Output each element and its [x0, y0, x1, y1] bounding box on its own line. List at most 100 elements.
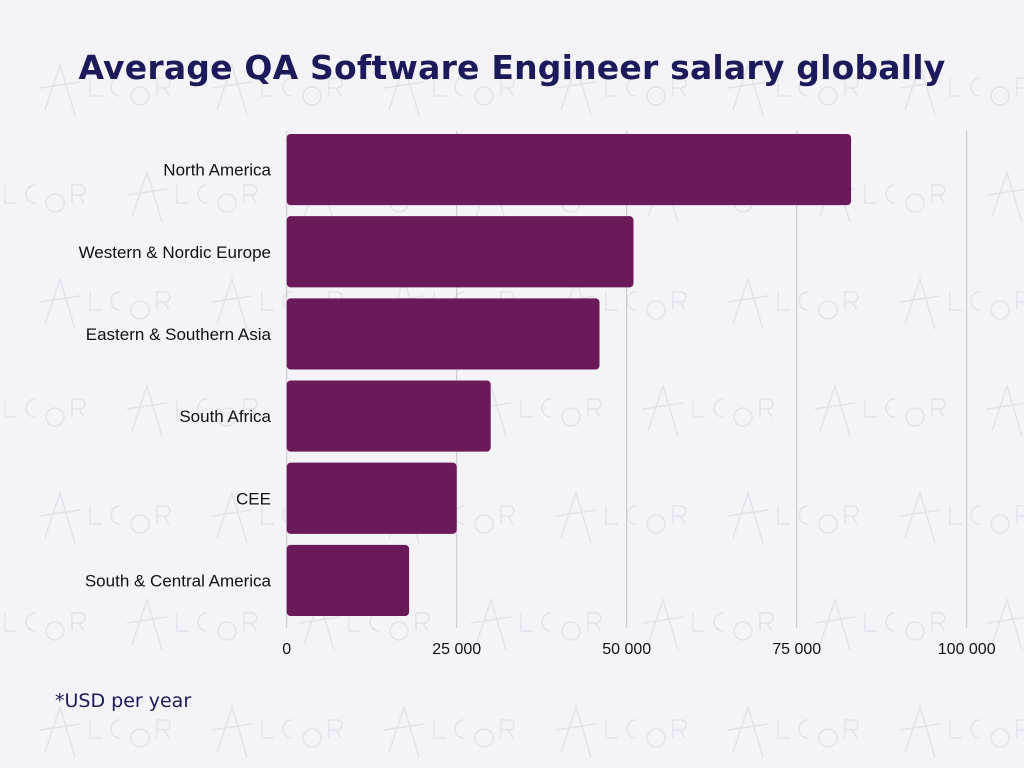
watermark-logo [383, 704, 515, 758]
chart-title: Average QA Software Engineer salary glob… [78, 48, 946, 87]
watermark-logo-letters [4, 398, 86, 427]
watermark-logo [899, 704, 1024, 758]
watermark-logo-mark [642, 383, 684, 437]
watermark-logo [39, 704, 171, 758]
watermark-logo-mark [986, 169, 1024, 223]
watermark-logo-letters [777, 505, 859, 534]
watermark-logo [383, 62, 515, 116]
watermark-logo-mark [555, 490, 597, 544]
watermark-logo [39, 276, 171, 330]
watermark-logo [727, 490, 859, 544]
watermark-logo [211, 62, 343, 116]
watermark-logo [814, 383, 946, 437]
bar [286, 298, 600, 370]
watermark-logo-mark [39, 62, 81, 116]
watermark-logo-mark [126, 597, 168, 651]
watermark-logo-letters [89, 505, 171, 534]
watermark-logo-letters [777, 77, 859, 106]
watermark-logo-letters [4, 184, 86, 213]
watermark-logo [642, 597, 774, 651]
bar [286, 216, 634, 288]
watermark-logo-mark [555, 704, 597, 758]
x-tick-label: 50 000 [602, 641, 651, 658]
bar [286, 380, 491, 452]
watermark-logo-mark [727, 62, 769, 116]
watermark-logo [39, 490, 171, 544]
watermark-logo-mark [642, 597, 684, 651]
y-category-label: Western & Nordic Europe [79, 243, 271, 262]
watermark-logo-mark [899, 490, 941, 544]
x-tick-label: 0 [282, 641, 291, 658]
watermark-logo [4, 184, 86, 213]
watermark-logo-letters [433, 77, 515, 106]
watermark-logo [727, 704, 859, 758]
watermark-logo-letters [864, 612, 946, 641]
watermark-logo [986, 383, 1024, 437]
bar [286, 544, 410, 616]
watermark-logo [555, 490, 687, 544]
watermark-logo-mark [727, 704, 769, 758]
watermark-logo-letters [176, 612, 258, 641]
watermark-logo [727, 276, 859, 330]
watermark-logo-letters [176, 184, 258, 213]
watermark-logo-mark [383, 62, 425, 116]
watermark-logo-mark [211, 704, 253, 758]
watermark-logo-letters [864, 184, 946, 213]
watermark-logo-letters [261, 719, 343, 748]
watermark-logo-mark [986, 383, 1024, 437]
bar [286, 462, 457, 534]
watermark-logo-letters [949, 505, 1024, 534]
watermark-logo [4, 398, 86, 427]
watermark-logo-mark [211, 490, 253, 544]
watermark-logo-mark [899, 704, 941, 758]
y-category-label: North America [163, 161, 271, 180]
y-category-label: South Africa [179, 407, 271, 426]
watermark-logo-letters [520, 612, 602, 641]
watermark-logo-letters [261, 77, 343, 106]
watermark-logo-mark [814, 597, 856, 651]
watermark-logo-letters [89, 291, 171, 320]
watermark-logo-mark [899, 62, 941, 116]
watermark-logo-mark [211, 62, 253, 116]
watermark-logo-letters [864, 398, 946, 427]
watermark-logo [470, 597, 602, 651]
watermark-logo-mark [470, 597, 512, 651]
watermark-logo-mark [383, 704, 425, 758]
watermark-logo-mark [555, 62, 597, 116]
watermark-logo-mark [39, 704, 81, 758]
watermark-logo [899, 490, 1024, 544]
x-tick-label: 75 000 [772, 641, 821, 658]
watermark-logo-letters [692, 398, 774, 427]
watermark-logo-letters [176, 398, 258, 427]
y-category-label: South & Central America [85, 571, 272, 590]
watermark-logo [899, 62, 1024, 116]
watermark-logo-mark [727, 276, 769, 330]
watermark-logo-letters [605, 719, 687, 748]
watermark-logo-letters [433, 719, 515, 748]
y-category-label: CEE [236, 489, 271, 508]
watermark-logo-mark [814, 383, 856, 437]
watermark-logo-mark [39, 276, 81, 330]
watermark-logo-letters [605, 291, 687, 320]
watermark-logo-mark [126, 383, 168, 437]
watermark-logo [126, 169, 258, 223]
watermark-logo [4, 612, 86, 641]
footnote: *USD per year [55, 690, 192, 712]
watermark-logo-letters [89, 719, 171, 748]
watermark-logo-letters [777, 291, 859, 320]
watermark-logo [986, 169, 1024, 223]
watermark-logo-mark [899, 276, 941, 330]
watermark-logo [986, 597, 1024, 651]
watermark-logo [126, 383, 258, 437]
watermark-logo-mark [727, 490, 769, 544]
watermark-logo [39, 62, 171, 116]
watermark-logo [211, 490, 343, 544]
watermark-logo-letters [949, 291, 1024, 320]
watermark-logo-letters [949, 77, 1024, 106]
watermark-logo-letters [89, 77, 171, 106]
watermark-logo [211, 704, 343, 758]
watermark-logo [555, 704, 687, 758]
y-category-label: Eastern & Southern Asia [86, 325, 272, 344]
watermark-logo-letters [949, 719, 1024, 748]
